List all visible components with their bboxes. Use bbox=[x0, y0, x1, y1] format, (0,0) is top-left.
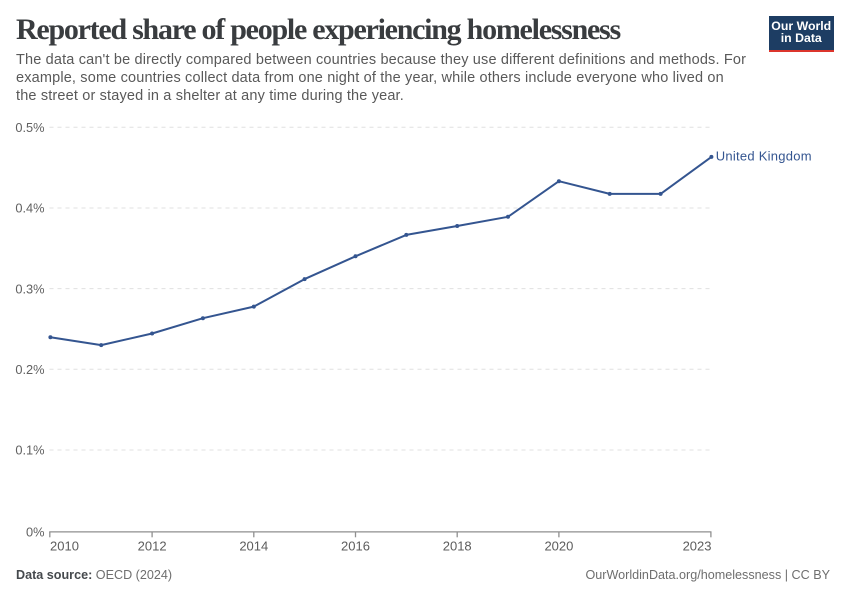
svg-text:0%: 0% bbox=[26, 525, 45, 540]
svg-text:2018: 2018 bbox=[443, 539, 472, 554]
svg-text:2012: 2012 bbox=[138, 539, 167, 554]
svg-text:Data source: OECD (2024): Data source: OECD (2024) bbox=[16, 568, 172, 582]
svg-text:0.5%: 0.5% bbox=[15, 120, 44, 135]
svg-text:0.3%: 0.3% bbox=[15, 281, 44, 296]
svg-text:OurWorldinData.org/homelessnes: OurWorldinData.org/homelessness | CC BY bbox=[585, 568, 830, 582]
svg-text:2023: 2023 bbox=[683, 539, 712, 554]
svg-text:2020: 2020 bbox=[544, 539, 573, 554]
svg-text:United Kingdom: United Kingdom bbox=[716, 148, 812, 163]
svg-text:2016: 2016 bbox=[341, 539, 370, 554]
svg-text:2014: 2014 bbox=[239, 539, 268, 554]
svg-text:0.1%: 0.1% bbox=[15, 443, 44, 458]
svg-text:0.2%: 0.2% bbox=[15, 362, 44, 377]
svg-text:0.4%: 0.4% bbox=[15, 201, 44, 216]
svg-text:2010: 2010 bbox=[50, 539, 79, 554]
